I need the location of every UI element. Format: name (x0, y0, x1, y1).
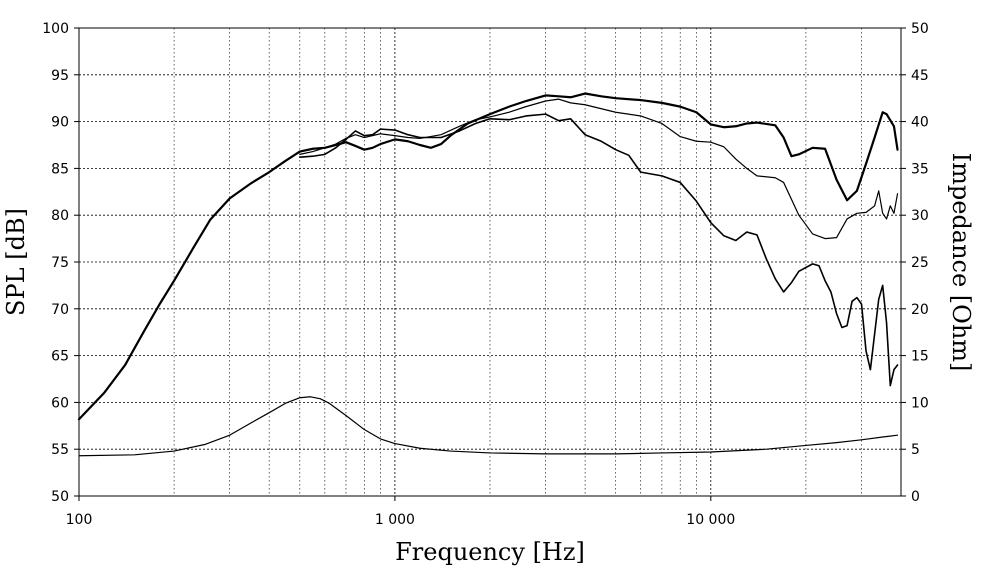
x-tick-label: 100 (66, 512, 93, 528)
y2-tick-label: 45 (911, 68, 929, 84)
y2-tick-label: 5 (911, 442, 920, 458)
y2-axis-title: Impedance [Ohm] (947, 153, 975, 372)
x-tick-label: 10 000 (686, 512, 735, 528)
y-tick-label: 80 (51, 208, 69, 224)
spl-curve-2 (299, 98, 899, 240)
y2-tick-label: 10 (911, 395, 929, 411)
tick-labels: 50 55 60 65 70 75 80 85 90 95 100 0 5 10 15 20 25 30 35 40 4… (42, 21, 929, 528)
x-tick-label: 1 000 (375, 512, 415, 528)
y-tick-label: 95 (51, 68, 69, 84)
y-axis-title: SPL [dB] (2, 208, 30, 316)
plot-frame (78, 27, 902, 497)
y2-tick-label: 30 (911, 208, 929, 224)
y-tick-label: 60 (51, 395, 69, 411)
y-tick-label: 65 (51, 349, 69, 365)
y-tick-label: 90 (51, 115, 69, 131)
y-tick-label: 50 (51, 489, 69, 505)
impedance-curve (78, 396, 899, 457)
y-tick-label: 70 (51, 302, 69, 318)
y2-tick-label: 25 (911, 255, 929, 271)
series-lines (77, 92, 899, 457)
y-tick-label: 55 (51, 442, 69, 458)
y2-tick-label: 40 (911, 115, 929, 131)
y-tick-label: 100 (42, 21, 69, 37)
spl-curve-3 (299, 113, 899, 387)
x-axis-title: Frequency [Hz] (395, 538, 585, 566)
y2-tick-label: 0 (911, 489, 920, 505)
y2-tick-label: 35 (911, 161, 929, 177)
y2-tick-label: 15 (911, 349, 929, 365)
spl-curve-1 (77, 92, 899, 421)
grid (79, 28, 901, 496)
y-tick-label: 75 (51, 255, 69, 271)
y-tick-label: 85 (51, 161, 69, 177)
y2-tick-label: 50 (911, 21, 929, 37)
y2-tick-label: 20 (911, 302, 929, 318)
